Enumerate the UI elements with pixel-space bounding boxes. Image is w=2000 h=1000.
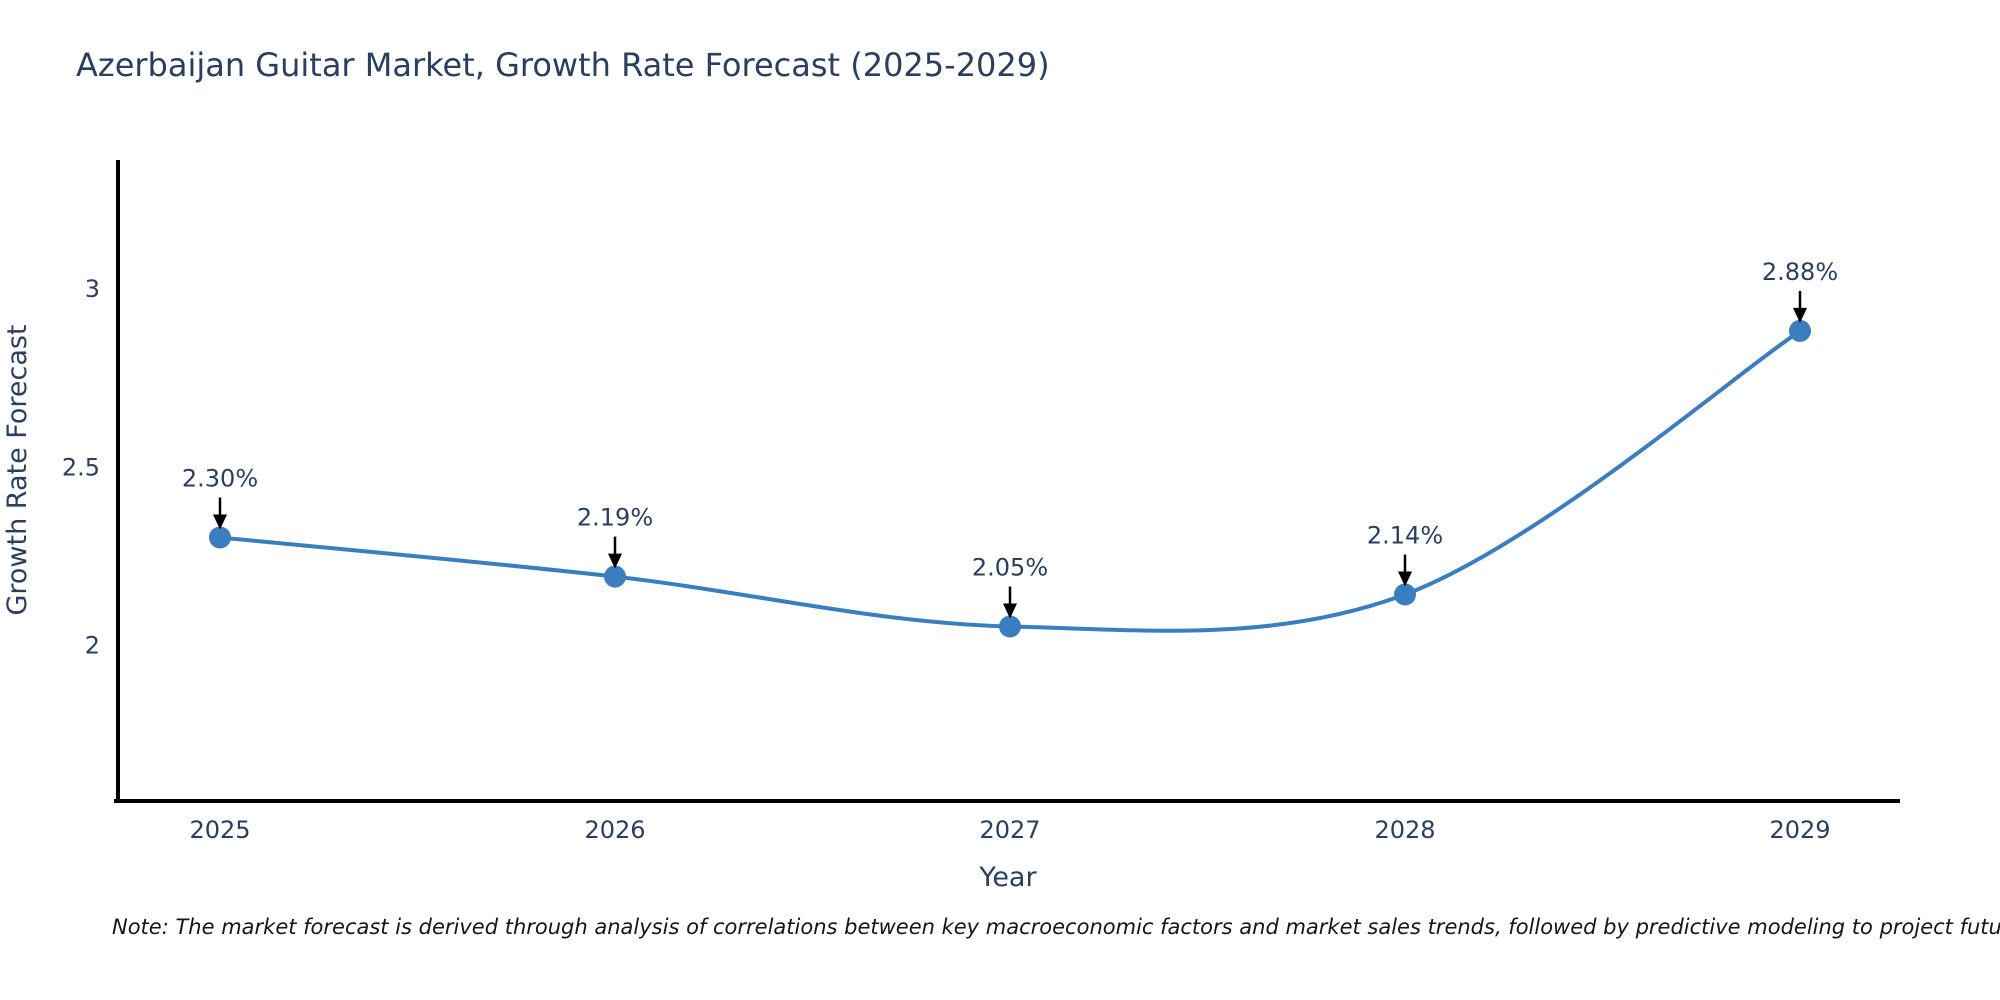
annotation-arrow-head xyxy=(213,514,227,530)
annotation-arrow-head xyxy=(1793,307,1807,323)
data-point-marker[interactable] xyxy=(999,615,1021,638)
data-point-annotation: 2.05% xyxy=(972,554,1048,582)
data-point-marker[interactable] xyxy=(1789,319,1811,342)
annotations-group: 2.30% 2.19% 2.05% 2.14% 2.88% xyxy=(182,258,1838,619)
annotation-arrow-head xyxy=(1003,603,1017,619)
annotation-arrow-head xyxy=(1398,571,1412,587)
y-axis-tick-labels: 22.53 xyxy=(62,275,100,659)
x-tick-label: 2026 xyxy=(584,816,645,844)
axes xyxy=(114,160,1900,803)
series-line xyxy=(218,328,1802,633)
x-tick-label: 2029 xyxy=(1769,816,1830,844)
x-tick-label: 2025 xyxy=(189,816,250,844)
x-tick-label: 2028 xyxy=(1374,816,1435,844)
chart-title: Azerbaijan Guitar Market, Growth Rate Fo… xyxy=(76,46,1050,84)
y-tick-label: 2 xyxy=(85,631,100,659)
x-axis-tick-labels: 2025 2026 2027 2028 2029 xyxy=(189,816,1830,844)
data-point-marker[interactable] xyxy=(604,565,626,588)
annotation-arrow-head xyxy=(608,553,622,569)
data-point-annotation: 2.88% xyxy=(1762,258,1838,286)
data-point-marker[interactable] xyxy=(1394,583,1416,606)
data-point-annotation: 2.30% xyxy=(182,465,258,493)
y-tick-label: 2.5 xyxy=(62,453,100,481)
data-point-annotation: 2.14% xyxy=(1367,522,1443,550)
data-point-annotation: 2.19% xyxy=(577,504,653,532)
data-point-marker[interactable] xyxy=(209,526,231,549)
x-tick-label: 2027 xyxy=(979,816,1040,844)
footnote: Note: The market forecast is derived thr… xyxy=(112,915,2000,939)
series-group xyxy=(209,319,1811,638)
x-axis-title: Year xyxy=(978,862,1037,893)
y-axis-title: Growth Rate Forecast xyxy=(2,324,33,615)
y-tick-label: 3 xyxy=(85,275,100,303)
